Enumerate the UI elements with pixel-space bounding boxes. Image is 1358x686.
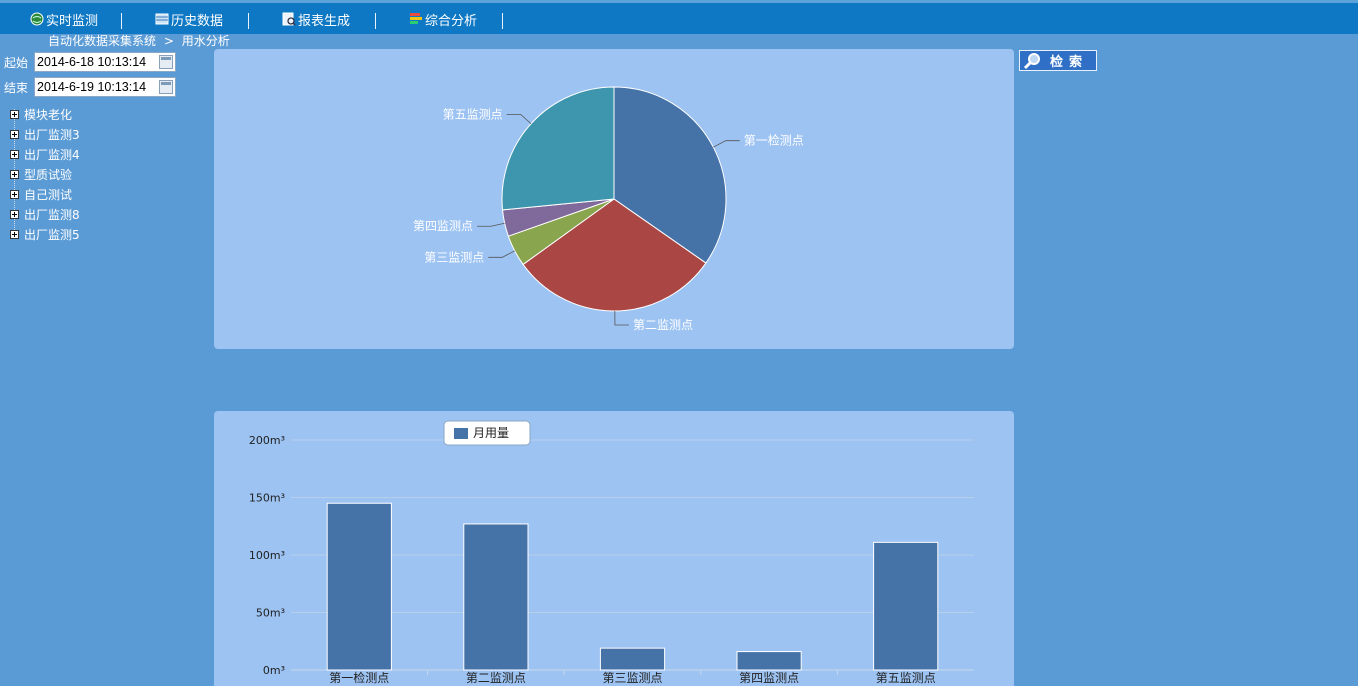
nav-divider [121,13,122,29]
pie-slice-label: 第三监测点 [424,250,484,264]
x-tick-label: 第三监测点 [602,671,662,685]
nav-divider [502,13,503,29]
end-date-row: 结束 2014-6-19 10:13:14 [4,77,176,97]
tree-item-label: 出厂监测5 [24,227,80,242]
tree-item[interactable]: 自己测试 [10,184,80,204]
expand-icon[interactable] [10,149,19,159]
pie-slice-label: 第五监测点 [443,107,503,121]
pie-chart-panel: 第一检测点第二监测点 第三监测点 第四监测点 第五监测点 [214,49,1014,349]
start-date-input[interactable]: 2014-6-18 10:13:14 [34,52,176,72]
nav-label: 历史数据 [171,13,224,29]
bar[interactable] [463,523,529,671]
y-tick-label: 200m³ [249,434,285,447]
analysis-icon [409,12,423,26]
tree-item[interactable]: 型质试验 [10,164,80,184]
bar-chart-panel: 0m³ 50m³ 100m³ 150m³ 200m³ 第一检测点 第二监测点 第三监测点 第四监… [214,411,1014,686]
tree-item[interactable]: 出厂监测8 [10,204,80,224]
tree-item-label: 出厂监测8 [24,207,80,222]
tree-item-label: 出厂监测4 [24,147,80,162]
start-date-label: 起始 [4,55,29,70]
database-icon [155,12,169,26]
bar[interactable] [326,502,392,671]
nav-label: 报表生成 [298,13,351,29]
pie-slice-label: 第四监测点 [413,219,473,233]
nav-divider [375,13,376,29]
pie-label-connector [713,140,740,148]
pie-slice[interactable] [501,86,615,211]
end-date-value: 2014-6-19 10:13:14 [37,80,147,94]
x-tick-label: 第四监测点 [739,671,799,685]
x-tick-label: 第一检测点 [329,670,389,685]
end-date-input[interactable]: 2014-6-19 10:13:14 [34,77,176,97]
breadcrumb: 自动化数据采集系统 > 用水分析 [48,32,230,49]
tree-item[interactable]: 出厂监测3 [10,124,80,144]
legend-label: 月用量 [473,426,509,440]
bar[interactable] [736,651,802,671]
tree-item-label: 出厂监测3 [24,127,80,142]
search-button[interactable]: 检索 [1019,50,1097,71]
y-tick-label: 0m³ [263,664,285,677]
tree-item-label: 型质试验 [24,167,73,182]
breadcrumb-root[interactable]: 自动化数据采集系统 [48,34,157,48]
nav-comprehensive-analysis[interactable]: 综合分析 [409,9,477,29]
globe-icon [30,12,44,26]
pie-slice-label: 第一检测点 [744,133,804,148]
tree-item[interactable]: 模块老化 [10,104,80,124]
y-tick-label: 100m³ [249,549,285,562]
end-date-label: 结束 [4,80,29,95]
pie-slice[interactable] [522,198,707,312]
expand-icon[interactable] [10,129,19,139]
device-tree: 模块老化 出厂监测3 出厂监测4 型质试验 自己测试 出厂监测8 出厂监测5 [10,104,80,244]
bar[interactable] [599,647,666,671]
start-date-row: 起始 2014-6-18 10:13:14 [4,52,176,72]
bar[interactable] [873,541,939,671]
magnifier-icon [1022,52,1042,70]
pie-label-connector [506,113,532,125]
expand-icon[interactable] [10,109,19,119]
tree-item[interactable]: 出厂监测5 [10,224,80,244]
nav-report-generate[interactable]: 报表生成 [282,9,350,29]
pie-slice-label: 第二监测点 [633,318,693,332]
calendar-icon[interactable] [159,80,173,94]
tree-item-label: 模块老化 [24,107,73,122]
breadcrumb-separator: > [163,34,174,48]
nav-label: 综合分析 [425,13,478,29]
nav-realtime-monitor[interactable]: 实时监测 [30,9,98,29]
expand-icon[interactable] [10,209,19,219]
top-nav-bar: 实时监测 历史数据 报表生成 综合分析 [0,0,1358,34]
breadcrumb-current: 用水分析 [181,34,230,48]
x-tick-label: 第五监测点 [876,671,936,685]
chart-legend[interactable]: 月用量 [443,420,531,446]
y-tick-label: 150m³ [249,492,285,505]
nav-history-data[interactable]: 历史数据 [155,9,223,29]
tree-item[interactable]: 出厂监测4 [10,144,80,164]
legend-swatch [454,428,468,439]
pie-label-connector [476,222,505,227]
x-tick-label: 第二监测点 [466,671,526,685]
tree-item-label: 自己测试 [24,187,73,202]
y-tick-label: 50m³ [256,607,285,620]
pie-label-connector [614,310,629,326]
pie-label-connector [488,250,515,258]
start-date-value: 2014-6-18 10:13:14 [37,55,147,69]
nav-label: 实时监测 [46,13,99,29]
report-icon [282,12,296,26]
expand-icon[interactable] [10,169,19,179]
calendar-icon[interactable] [159,55,173,69]
expand-icon[interactable] [10,229,19,239]
bar-chart: 0m³ 50m³ 100m³ 150m³ 200m³ 第一检测点 第二监测点 第三监测点 第四监… [249,420,974,685]
nav-divider [248,13,249,29]
expand-icon[interactable] [10,189,19,199]
search-button-label: 检索 [1050,55,1089,70]
